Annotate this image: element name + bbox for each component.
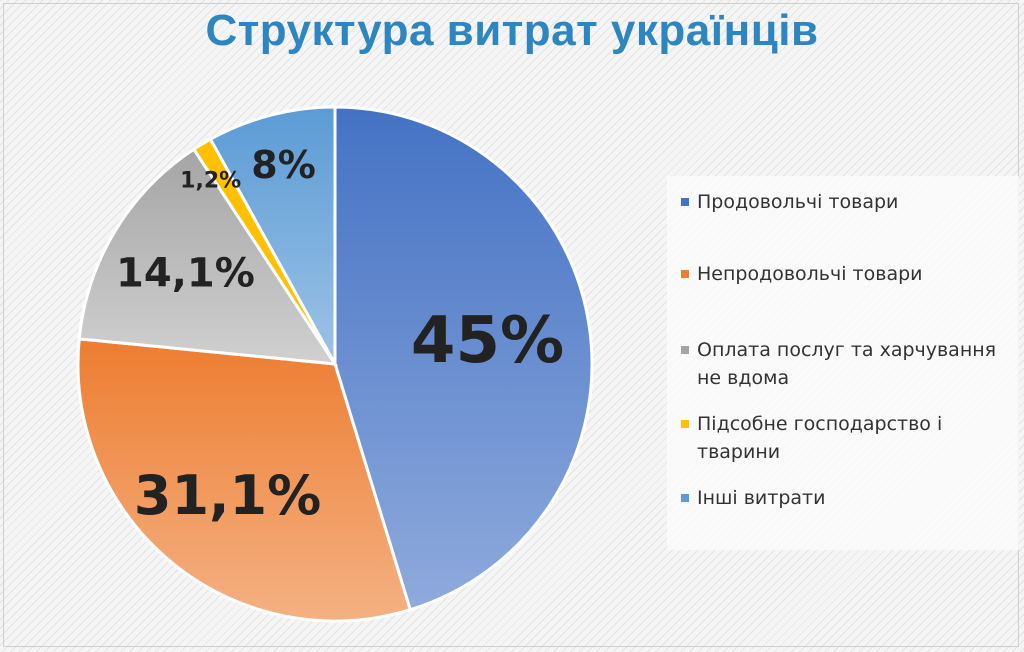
chart-title: Структура витрат українців — [205, 6, 819, 55]
slice-data-label: 31,1% — [134, 464, 321, 527]
legend-swatch — [681, 270, 689, 278]
legend-item: Інші витрати — [681, 484, 1011, 512]
legend-item: Непродовольчі товари — [681, 260, 1011, 288]
slice-data-label: 1,2% — [180, 168, 241, 193]
chart-legend: Продовольчі товари Непродовольчі товари Оп… — [667, 176, 1019, 550]
legend-item: Продовольчі товари — [681, 188, 1011, 216]
legend-label: Підсобне господарство і тварини — [697, 413, 943, 463]
legend-item: Оплата послуг та харчування не вдома — [681, 336, 1011, 392]
legend-swatch — [681, 198, 689, 206]
slice-data-label: 45% — [411, 304, 564, 378]
legend-label: Оплата послуг та харчування не вдома — [697, 339, 997, 389]
pie-slice — [76, 337, 413, 623]
legend-label: Інші витрати — [697, 487, 826, 509]
legend-label: Непродовольчі товари — [697, 263, 923, 285]
legend-swatch — [681, 346, 689, 354]
pie-slice — [77, 147, 338, 366]
legend-swatch — [681, 494, 689, 502]
pie-slice — [208, 105, 337, 370]
legend-swatch — [681, 420, 689, 428]
legend-item: Підсобне господарство і тварини — [681, 410, 1011, 466]
legend-label: Продовольчі товари — [697, 191, 899, 213]
slice-data-label: 8% — [251, 143, 316, 187]
slice-data-label: 14,1% — [116, 251, 255, 297]
pie-slice — [333, 105, 594, 612]
